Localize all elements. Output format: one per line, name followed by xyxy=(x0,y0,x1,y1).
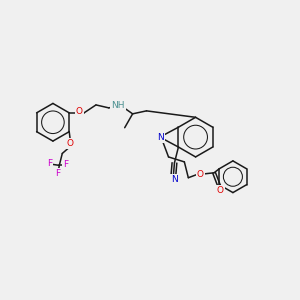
Text: O: O xyxy=(67,139,74,148)
Text: NH: NH xyxy=(111,101,124,110)
Text: F: F xyxy=(63,160,68,169)
Text: O: O xyxy=(76,107,82,116)
Text: F: F xyxy=(47,159,52,168)
Text: F: F xyxy=(55,169,60,178)
Text: O: O xyxy=(217,186,224,195)
Text: N: N xyxy=(157,133,164,142)
Text: N: N xyxy=(171,175,178,184)
Text: O: O xyxy=(197,170,204,179)
